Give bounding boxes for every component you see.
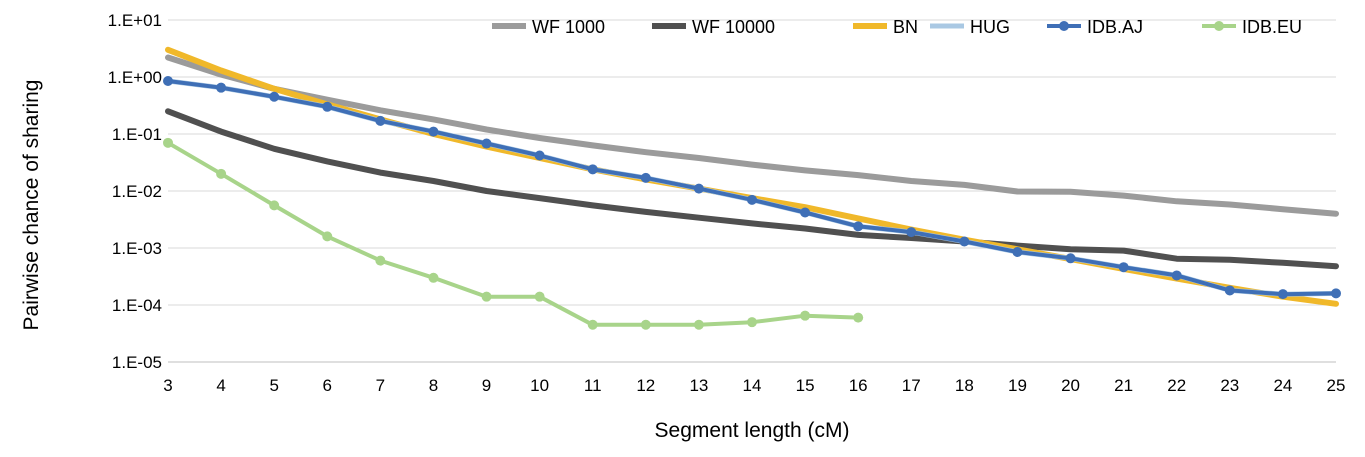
data-point — [906, 227, 917, 238]
legend-entry: BN — [853, 17, 918, 37]
x-tick-label: 25 — [1327, 376, 1346, 395]
x-tick-label: 14 — [743, 376, 762, 395]
legend-entry: HUG — [930, 17, 1010, 37]
x-tick-label: 19 — [1008, 376, 1027, 395]
data-point — [269, 200, 280, 211]
data-point — [534, 150, 545, 161]
data-point — [216, 82, 227, 93]
series-lines — [163, 46, 1341, 330]
series-line — [166, 140, 861, 327]
legend-label: BN — [893, 17, 918, 37]
data-point — [481, 291, 492, 302]
series-bn — [165, 46, 1339, 307]
legend-marker — [1059, 21, 1069, 31]
y-axis-title: Pairwise chance of sharing — [20, 80, 43, 331]
x-tick-label: 22 — [1167, 376, 1186, 395]
data-point — [1012, 247, 1023, 258]
series-idb-aj — [163, 76, 1341, 300]
data-point — [693, 319, 704, 330]
series-idb-eu — [163, 137, 864, 330]
x-tick-label: 4 — [216, 376, 225, 395]
series-line — [166, 79, 1338, 297]
data-point — [1277, 289, 1288, 300]
data-point — [163, 137, 173, 148]
legend-entry: IDB.EU — [1202, 17, 1302, 37]
legend-label: WF 1000 — [532, 17, 605, 37]
legend-label: WF 10000 — [692, 17, 775, 37]
x-tick-label: 9 — [482, 376, 491, 395]
x-tick-label: 24 — [1273, 376, 1292, 395]
y-tick-label: 1.E-05 — [112, 353, 162, 372]
x-tick-label: 10 — [530, 376, 549, 395]
tick-labels: 1.E-05 1.E-04 1.E-03 1.E-02 1.E-01 1.E+00 1.E+… — [108, 11, 1346, 395]
data-point — [428, 272, 439, 283]
grid — [168, 19, 1336, 363]
data-point — [853, 221, 864, 232]
data-point — [322, 231, 333, 242]
x-tick-label: 8 — [429, 376, 438, 395]
x-tick-label: 7 — [376, 376, 385, 395]
legend-marker — [1214, 21, 1224, 31]
series-line — [165, 54, 1339, 217]
x-tick-label: 5 — [269, 376, 278, 395]
x-tick-label: 23 — [1220, 376, 1239, 395]
y-tick-label: 1.E+00 — [108, 68, 162, 87]
x-tick-label: 17 — [902, 376, 921, 395]
data-point — [747, 194, 757, 205]
data-point — [481, 138, 492, 149]
x-tick-label: 11 — [584, 376, 602, 395]
data-point — [428, 126, 439, 137]
x-tick-label: 16 — [849, 376, 868, 395]
legend: WF 1000 WF 10000 BN HUG IDB.AJ IDB.EU — [492, 17, 1302, 37]
x-tick-label: 21 — [1114, 376, 1133, 395]
x-tick-label: 6 — [323, 376, 332, 395]
data-point — [1118, 262, 1129, 273]
data-point — [375, 115, 386, 126]
x-tick-label: 15 — [796, 376, 815, 395]
data-point — [375, 255, 386, 266]
data-point — [1224, 285, 1235, 296]
data-point — [693, 183, 704, 194]
data-point — [640, 172, 651, 183]
data-point — [269, 91, 280, 102]
y-tick-label: 1.E+01 — [108, 11, 162, 30]
data-point — [959, 236, 970, 247]
y-tick-label: 1.E-03 — [112, 239, 162, 258]
y-tick-label: 1.E-04 — [112, 296, 162, 315]
legend-label: IDB.AJ — [1087, 17, 1143, 37]
data-point — [800, 310, 811, 321]
series-line — [165, 108, 1339, 270]
x-tick-label: 20 — [1061, 376, 1080, 395]
data-point — [1331, 288, 1341, 299]
data-point — [1171, 270, 1182, 281]
x-tick-label: 13 — [689, 376, 708, 395]
y-tick-label: 1.E-01 — [112, 125, 162, 144]
data-point — [587, 164, 598, 175]
data-point — [216, 168, 227, 179]
data-point — [747, 317, 757, 328]
data-point — [640, 319, 651, 330]
data-point — [853, 312, 864, 323]
data-point — [800, 207, 811, 218]
series-line — [165, 46, 1339, 307]
x-axis-title: Segment length (cM) — [655, 419, 850, 442]
series-wf-10000 — [165, 108, 1339, 270]
x-tick-label: 12 — [636, 376, 655, 395]
series-wf-1000 — [165, 54, 1339, 217]
data-point — [163, 76, 173, 87]
data-point — [534, 291, 545, 302]
legend-entry: WF 1000 — [492, 17, 605, 37]
x-tick-label: 3 — [163, 376, 172, 395]
data-point — [1065, 253, 1076, 264]
legend-entry: WF 10000 — [652, 17, 775, 37]
y-tick-label: 1.E-02 — [112, 182, 162, 201]
legend-label: IDB.EU — [1242, 17, 1302, 37]
data-point — [587, 319, 598, 330]
legend-entry: IDB.AJ — [1047, 17, 1143, 37]
x-tick-label: 18 — [955, 376, 974, 395]
data-point — [322, 101, 333, 112]
legend-label: HUG — [970, 17, 1010, 37]
